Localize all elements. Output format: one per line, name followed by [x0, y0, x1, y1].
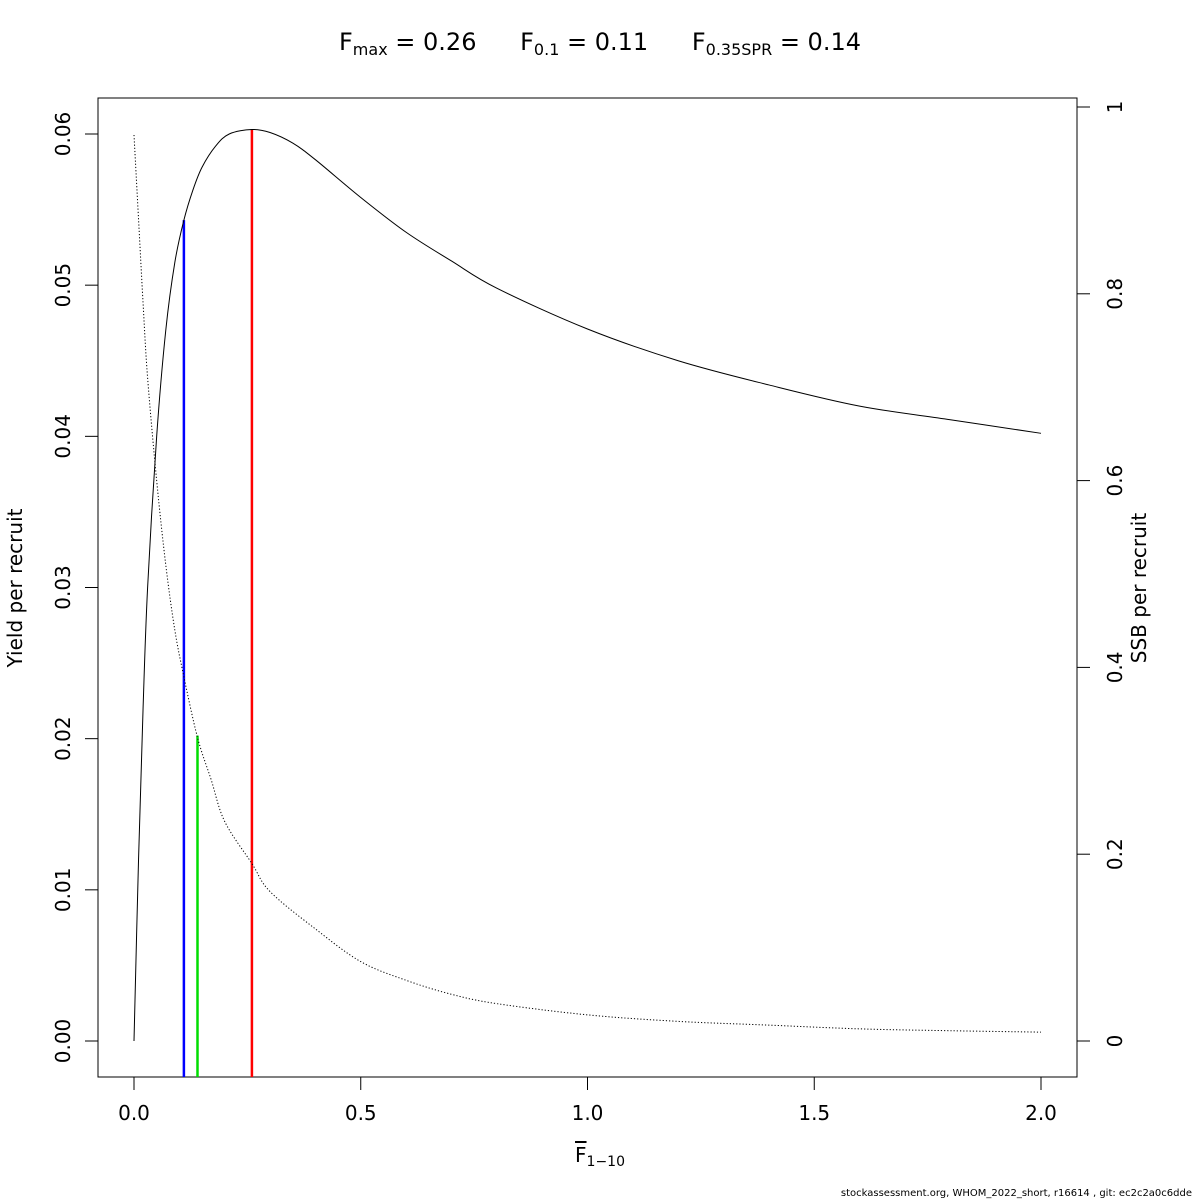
y2-tick-label: 0.4	[1103, 651, 1127, 683]
x-tick-label: 1.5	[798, 1101, 830, 1125]
plot-frame	[97, 97, 1078, 1078]
title-fmax: Fmax = 0.26	[338, 28, 477, 59]
ssb-per-recruit-curve	[133, 134, 1042, 1033]
y-tick-label: 0.05	[51, 263, 75, 308]
y-tick-label: 0.04	[51, 414, 75, 459]
y2-tick-label: 0	[1103, 1035, 1127, 1048]
y-tick-label: 0.00	[51, 1019, 75, 1064]
y2-tick-label: 0.2	[1103, 838, 1127, 870]
y-axis-left: 0.00 0.01 0.02 0.03 0.04 0.05 0.06	[51, 112, 99, 1064]
y-axis-label: Yield per recruit	[3, 508, 27, 668]
x-tick-label: 0.5	[345, 1101, 377, 1125]
y2-tick-label: 1	[1103, 101, 1127, 114]
y2-axis-label: SSB per recruit	[1127, 513, 1151, 664]
y-tick-label: 0.01	[51, 868, 75, 913]
x-tick-label: 0.0	[118, 1101, 150, 1125]
y-tick-label: 0.03	[51, 565, 75, 610]
yield-per-recruit-curve	[133, 128, 1042, 1042]
y2-tick-label: 0.6	[1103, 465, 1127, 497]
credit-text: stockassessment.org, WHOM_2022_short, r1…	[840, 1188, 1192, 1199]
x-axis: 0.0 0.5 1.0 1.5 2.0	[118, 1076, 1057, 1125]
y-tick-label: 0.02	[51, 716, 75, 761]
chart-title: Fmax = 0.26 F0.1 = 0.11 F0.35SPR = 0.14	[0, 28, 1200, 59]
y-tick-label: 0.06	[51, 112, 75, 157]
x-tick-label: 1.0	[572, 1101, 604, 1125]
y-axis-right: 0 0.2 0.4 0.6 0.8 1	[1076, 101, 1127, 1048]
reference-lines	[182, 129, 254, 1077]
x-axis-label: F1−10	[575, 1143, 625, 1170]
y2-tick-label: 0.8	[1103, 278, 1127, 310]
title-f01: F0.1 = 0.11	[520, 28, 649, 59]
curves	[133, 128, 1042, 1042]
x-tick-label: 2.0	[1025, 1101, 1057, 1125]
title-fspr: F0.35SPR = 0.14	[691, 28, 861, 59]
